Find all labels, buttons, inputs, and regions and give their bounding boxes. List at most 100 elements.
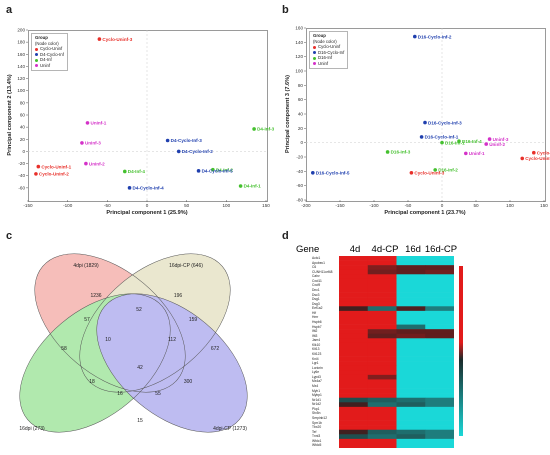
heatmap-cell: [367, 388, 397, 394]
heatmap-row-header: Gene: [296, 244, 319, 255]
heatmap-cell: [367, 406, 397, 412]
heatmap-cell: [396, 379, 426, 385]
panel-letter-a: a: [6, 4, 13, 16]
heatmap-cell: [396, 411, 426, 417]
heatmap-gene-label: Serpinb12: [312, 416, 328, 420]
heatmap-cell: [367, 265, 397, 271]
heatmap-cell: [339, 256, 369, 261]
venn-region-label: 52: [136, 307, 142, 313]
heatmap-cell: [367, 425, 397, 431]
heatmap-grid: [339, 256, 454, 448]
x-axis-title: Principal component 1 (23.7%): [384, 210, 465, 216]
heatmap-cell: [339, 434, 369, 440]
heatmap-gene-label: Nr1d2: [312, 402, 321, 407]
x-tick-label: -100: [63, 203, 73, 208]
y-tick-label: 200: [17, 28, 25, 33]
heatmap-cell: [367, 347, 397, 353]
data-point: [122, 169, 127, 174]
heatmap-column-label: 16d: [405, 244, 421, 255]
pca-plot-b-frame: [306, 28, 546, 202]
venn-set-label: 16dpi (273): [19, 426, 45, 432]
heatmap-gene-label: Hspb7: [312, 324, 322, 329]
heatmap-cell: [425, 425, 454, 431]
point-label: D4-Cyclo-Inf-4: [133, 186, 165, 191]
heatmap-gene-label: Klk10: [312, 342, 321, 347]
heatmap-cell: [425, 429, 454, 435]
heatmap-cell: [396, 434, 426, 440]
heatmap-cell: [425, 438, 454, 444]
data-point: [532, 150, 536, 155]
heatmap-column-label: 16d-CP: [425, 244, 457, 255]
y-tick-label: -20: [18, 161, 25, 166]
heatmap-cell: [425, 292, 454, 298]
y-tick-label: -20: [296, 155, 303, 160]
heatmap-gene-label: Pkp1: [312, 406, 320, 411]
heatmap-cell: [425, 434, 454, 440]
y-tick-label: 20: [298, 126, 304, 131]
heatmap-gene-label: Ifit3: [312, 333, 318, 338]
legend-a-title: Group: [35, 35, 48, 40]
x-tick-label: -50: [405, 203, 412, 208]
point-label: D4-Inf-2: [216, 167, 234, 172]
heatmap-cell: [339, 338, 369, 344]
heatmap-gene-label: Loricrin: [312, 365, 323, 370]
point-label: D16-Cyclo-Inf-3: [428, 120, 462, 125]
heatmap-cell: [396, 406, 426, 412]
point-label: D4-Inf-3: [257, 127, 275, 132]
heatmap-cell: [339, 416, 369, 421]
heatmap-cell: [396, 361, 426, 367]
venn-region-label: 42: [137, 365, 143, 371]
heatmap-gene-label: Tbx20: [312, 425, 322, 430]
heatmap-cell: [367, 365, 397, 371]
heatmap-cell: [425, 397, 454, 403]
y-tick-label: -60: [18, 185, 25, 190]
y-tick-label: 40: [298, 112, 304, 117]
heatmap-cell: [396, 288, 426, 293]
venn-region-label: 55: [155, 391, 161, 397]
heatmap-colorbar: [459, 266, 463, 436]
heatmap-cell: [367, 324, 397, 330]
heatmap-gene-label: Apobec1: [312, 260, 326, 265]
point-label: Cyclo-Uninf-1: [537, 150, 550, 155]
point-label: D4-Inf-1: [244, 184, 262, 189]
heatmap-cell: [367, 256, 397, 261]
y-tick-label: 40: [20, 125, 26, 130]
heatmap-cell: [339, 315, 369, 321]
heatmap-cell: [339, 297, 369, 303]
legend-b-item: D16-Cyclo-Inf: [313, 50, 344, 56]
legend-a-item: Uninf: [35, 63, 64, 69]
heatmap-cell: [339, 260, 369, 266]
heatmap-cell: [367, 301, 397, 307]
heatmap-cell: [425, 416, 454, 421]
heatmap-cell: [425, 406, 454, 412]
heatmap-gene-label: Tnni3: [312, 434, 321, 439]
data-point: [487, 137, 492, 141]
heatmap-cell: [425, 333, 454, 339]
heatmap-gene-label: Dsg1: [312, 297, 320, 302]
heatmap-cell: [339, 292, 369, 298]
heatmap-gene-labels: Actc1 Apobec1 C6 CUNH11orf48 Cahv Cxcl11 Cxcl9…: [312, 256, 340, 448]
heatmap-cell: [367, 443, 397, 448]
legend-b: Group (Node color) Cyclo-Uninf D16-Cyclo…: [309, 31, 349, 69]
heatmap-cell: [367, 374, 397, 380]
heatmap-gene-label: Hif: [312, 310, 317, 315]
legend-b-item: Uninf: [313, 61, 344, 67]
heatmap-cell: [425, 393, 454, 399]
legend-b-subtitle: (Node color): [313, 38, 337, 44]
data-point: [520, 156, 525, 161]
heatmap-cell: [339, 356, 369, 362]
heatmap-cell: [425, 365, 454, 371]
heatmap-gene-label: C6: [312, 265, 317, 270]
heatmap-cell: [396, 283, 426, 289]
legend-a-label: Cyclo-Uninf: [40, 46, 63, 52]
x-tick-label: 50: [184, 203, 190, 208]
y-tick-label: 60: [298, 97, 304, 102]
legend-a-label: Uninf: [40, 62, 51, 68]
heatmap-gene-label: Mx4a7: [312, 379, 322, 384]
heatmap-cell: [339, 443, 369, 448]
y-tick-label: 160: [295, 26, 303, 31]
data-point: [413, 34, 417, 39]
point-label: Uninf-2: [89, 161, 105, 166]
heatmap-cell: [396, 306, 426, 312]
